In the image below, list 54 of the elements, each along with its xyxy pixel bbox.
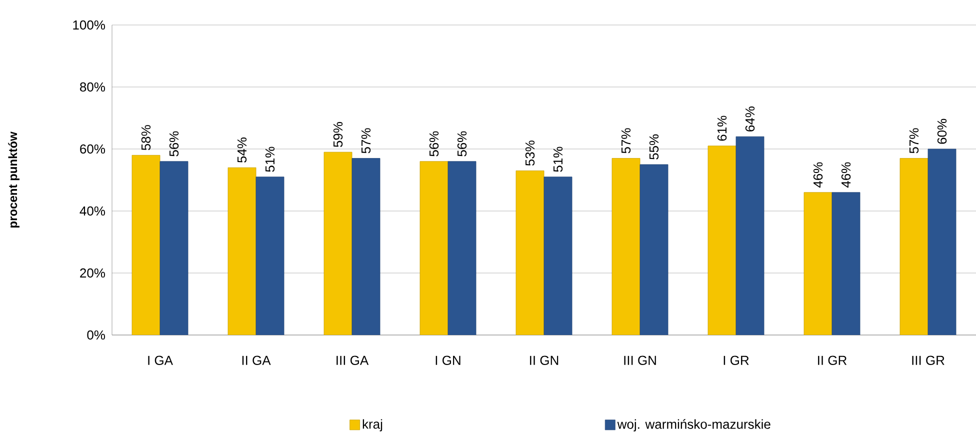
x-tick-label: III GN [624, 356, 656, 365]
data-label: 57% [361, 128, 371, 154]
bar [640, 164, 668, 335]
bar [708, 146, 736, 335]
data-label: 56% [429, 131, 439, 156]
bar [544, 176, 572, 335]
data-label: 53% [525, 140, 535, 166]
x-tick-label: II GR [818, 356, 847, 365]
data-label: 61% [717, 116, 727, 141]
data-label: 58% [141, 125, 151, 150]
y-tick-label: 100% [73, 20, 105, 30]
data-label: 51% [553, 146, 563, 172]
x-tick-label: II GN [530, 356, 558, 365]
bar [928, 148, 956, 335]
y-axis-title: procent punktów [8, 132, 20, 228]
x-tick-label: I GR [724, 356, 749, 365]
bar [420, 161, 448, 335]
data-label: 64% [745, 106, 755, 132]
bar [132, 155, 160, 335]
data-label: 51% [265, 146, 275, 172]
bar [832, 192, 860, 335]
bar [160, 161, 188, 335]
bar [516, 170, 544, 335]
y-tick-label: 60% [80, 144, 105, 154]
x-tick-label: III GA [336, 356, 369, 365]
data-label: 56% [457, 131, 467, 156]
x-tick-label: III GR [912, 356, 944, 365]
y-tick-label: 80% [80, 82, 105, 92]
y-tick-label: 40% [80, 206, 105, 216]
legend-label: woj. warmińsko-mazurskie [617, 419, 770, 432]
bar [612, 158, 640, 335]
data-label: 60% [937, 118, 947, 144]
data-label: 54% [237, 138, 247, 163]
bar [228, 167, 256, 335]
data-label: 46% [841, 162, 851, 188]
data-label: 46% [813, 162, 823, 188]
bar [256, 176, 284, 335]
y-tick-label: 0% [87, 330, 105, 340]
data-label: 57% [909, 128, 919, 154]
x-tick-label: I GA [148, 356, 173, 365]
data-label: 59% [333, 122, 343, 148]
bar [324, 152, 352, 335]
x-tick-label: I GN [436, 356, 460, 365]
bar [352, 158, 380, 335]
bar [900, 158, 928, 335]
y-tick-label: 20% [80, 268, 105, 278]
data-label: 57% [621, 128, 631, 154]
bar [736, 136, 764, 335]
data-label: 55% [649, 134, 659, 160]
bar [448, 161, 476, 335]
x-tick-label: II GA [242, 356, 271, 365]
legend-label: kraj [362, 419, 382, 432]
data-label: 56% [169, 131, 179, 156]
bar [804, 192, 832, 335]
